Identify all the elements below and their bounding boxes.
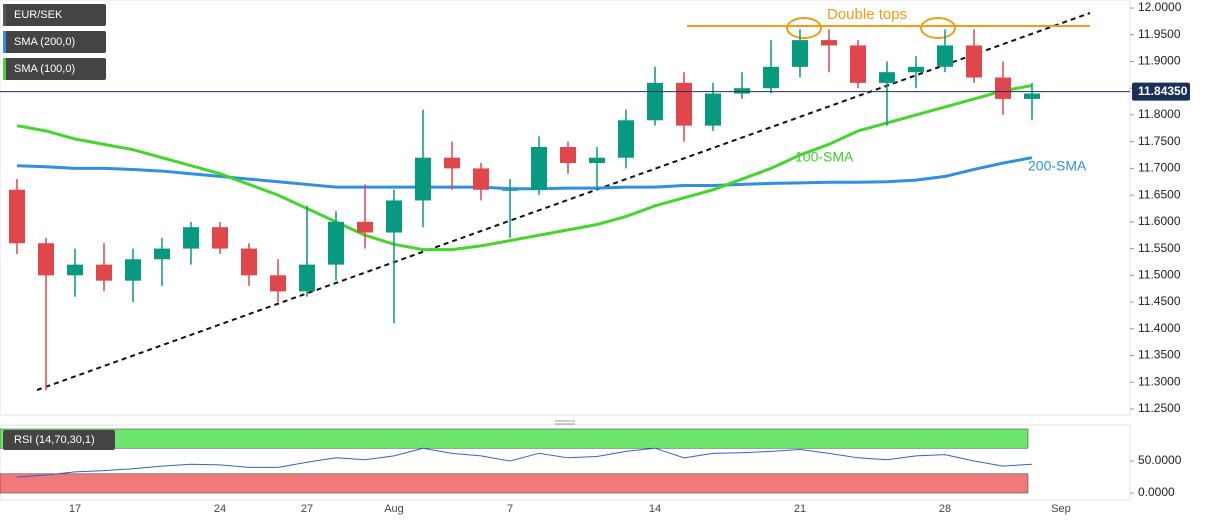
candle-body: [415, 157, 431, 201]
candle-body: [676, 82, 692, 126]
candle-body: [531, 147, 547, 190]
candle-body: [444, 157, 460, 169]
candle-body: [821, 40, 837, 46]
price-label: 11.84350: [1138, 84, 1188, 98]
x-tick-label: 17: [69, 503, 81, 515]
legend-label: SMA (200,0): [14, 36, 75, 48]
legend-label: EUR/SEK: [14, 9, 63, 21]
x-tick-label: 27: [301, 503, 313, 515]
y-tick-label: 11.7000: [1138, 161, 1181, 175]
top-marker: [786, 17, 822, 39]
x-tick-label: 28: [939, 503, 951, 515]
candle-body: [473, 168, 489, 190]
candle-body: [9, 189, 25, 244]
candle-body: [270, 275, 286, 292]
candle-body: [908, 66, 924, 73]
top-marker: [920, 17, 956, 39]
candle-body: [966, 45, 982, 78]
price-label-box: [1132, 82, 1190, 101]
y-tick-label: 11.4000: [1138, 321, 1181, 335]
y-tick-label: 11.7500: [1138, 134, 1181, 148]
candle-body: [850, 45, 866, 83]
candle-body: [96, 264, 112, 281]
annotation: Double tops: [827, 6, 907, 23]
candle-body: [154, 248, 170, 260]
legend-swatch: [3, 31, 6, 53]
trendline: [36, 12, 1091, 391]
candle-body: [67, 264, 83, 276]
annotation: 100-SMA: [795, 149, 854, 165]
candle-body: [734, 88, 750, 94]
legend-box: [3, 58, 106, 80]
candle-body: [357, 221, 373, 233]
candle-body: [937, 45, 953, 67]
legend-label: SMA (100,0): [14, 63, 75, 75]
candle-body: [241, 248, 257, 276]
y-tick-label: 11.3500: [1138, 348, 1181, 362]
candle-body: [879, 72, 895, 83]
price-panel: [0, 0, 1131, 416]
candle-body: [589, 157, 605, 164]
rsi-band: [0, 428, 1029, 449]
y-tick-label: 11.5500: [1138, 241, 1181, 255]
candle-body: [299, 264, 315, 292]
y-tick-label: 11.6000: [1138, 214, 1181, 228]
rsi-line: [16, 447, 1033, 478]
legend-swatch: [3, 4, 6, 26]
x-tick-label: 14: [649, 503, 661, 515]
x-tick-label: Sep: [1051, 503, 1071, 515]
candle-body: [183, 227, 199, 249]
legend-box: [3, 31, 106, 53]
y-tick-label: 0.0000: [1138, 485, 1175, 499]
x-tick-label: 7: [507, 503, 513, 515]
candle-body: [1024, 93, 1040, 99]
candle-body: [705, 93, 721, 126]
y-tick-label: 12.0000: [1138, 0, 1182, 14]
legend-swatch: [3, 58, 6, 80]
candle-body: [386, 200, 402, 233]
legend-label: RSI (14,70,30,1): [14, 434, 95, 446]
candle-body: [328, 221, 344, 265]
y-tick-label: 11.9500: [1138, 27, 1181, 41]
candle-body: [995, 77, 1011, 99]
x-tick-label: 24: [214, 503, 226, 515]
y-tick-label: 11.6500: [1138, 187, 1181, 201]
y-tick-label: 11.2500: [1138, 401, 1181, 415]
candle-body: [792, 40, 808, 67]
sma-line: [16, 156, 1033, 191]
candle-body: [125, 259, 141, 281]
y-tick-label: 11.9000: [1138, 54, 1181, 68]
annotation: 200-SMA: [1028, 158, 1087, 174]
sma-line: [16, 84, 1033, 252]
y-tick-label: 11.3000: [1138, 374, 1181, 388]
x-tick-label: Aug: [384, 503, 404, 515]
y-tick-label: 11.5000: [1138, 267, 1181, 281]
candle-body: [560, 147, 576, 164]
legend-box: [3, 430, 115, 450]
legend-box: [3, 4, 106, 26]
candle-body: [502, 189, 518, 191]
y-tick-label: 11.4500: [1138, 294, 1181, 308]
candle-body: [763, 66, 779, 89]
y-tick-label: 11.8000: [1138, 107, 1181, 121]
y-tick-label: 50.0000: [1138, 453, 1182, 467]
rsi-band: [0, 473, 1029, 494]
x-tick-label: 21: [794, 503, 806, 515]
candle-body: [212, 227, 228, 249]
candle-body: [38, 243, 54, 276]
candle-body: [647, 82, 663, 121]
candle-body: [618, 120, 634, 158]
